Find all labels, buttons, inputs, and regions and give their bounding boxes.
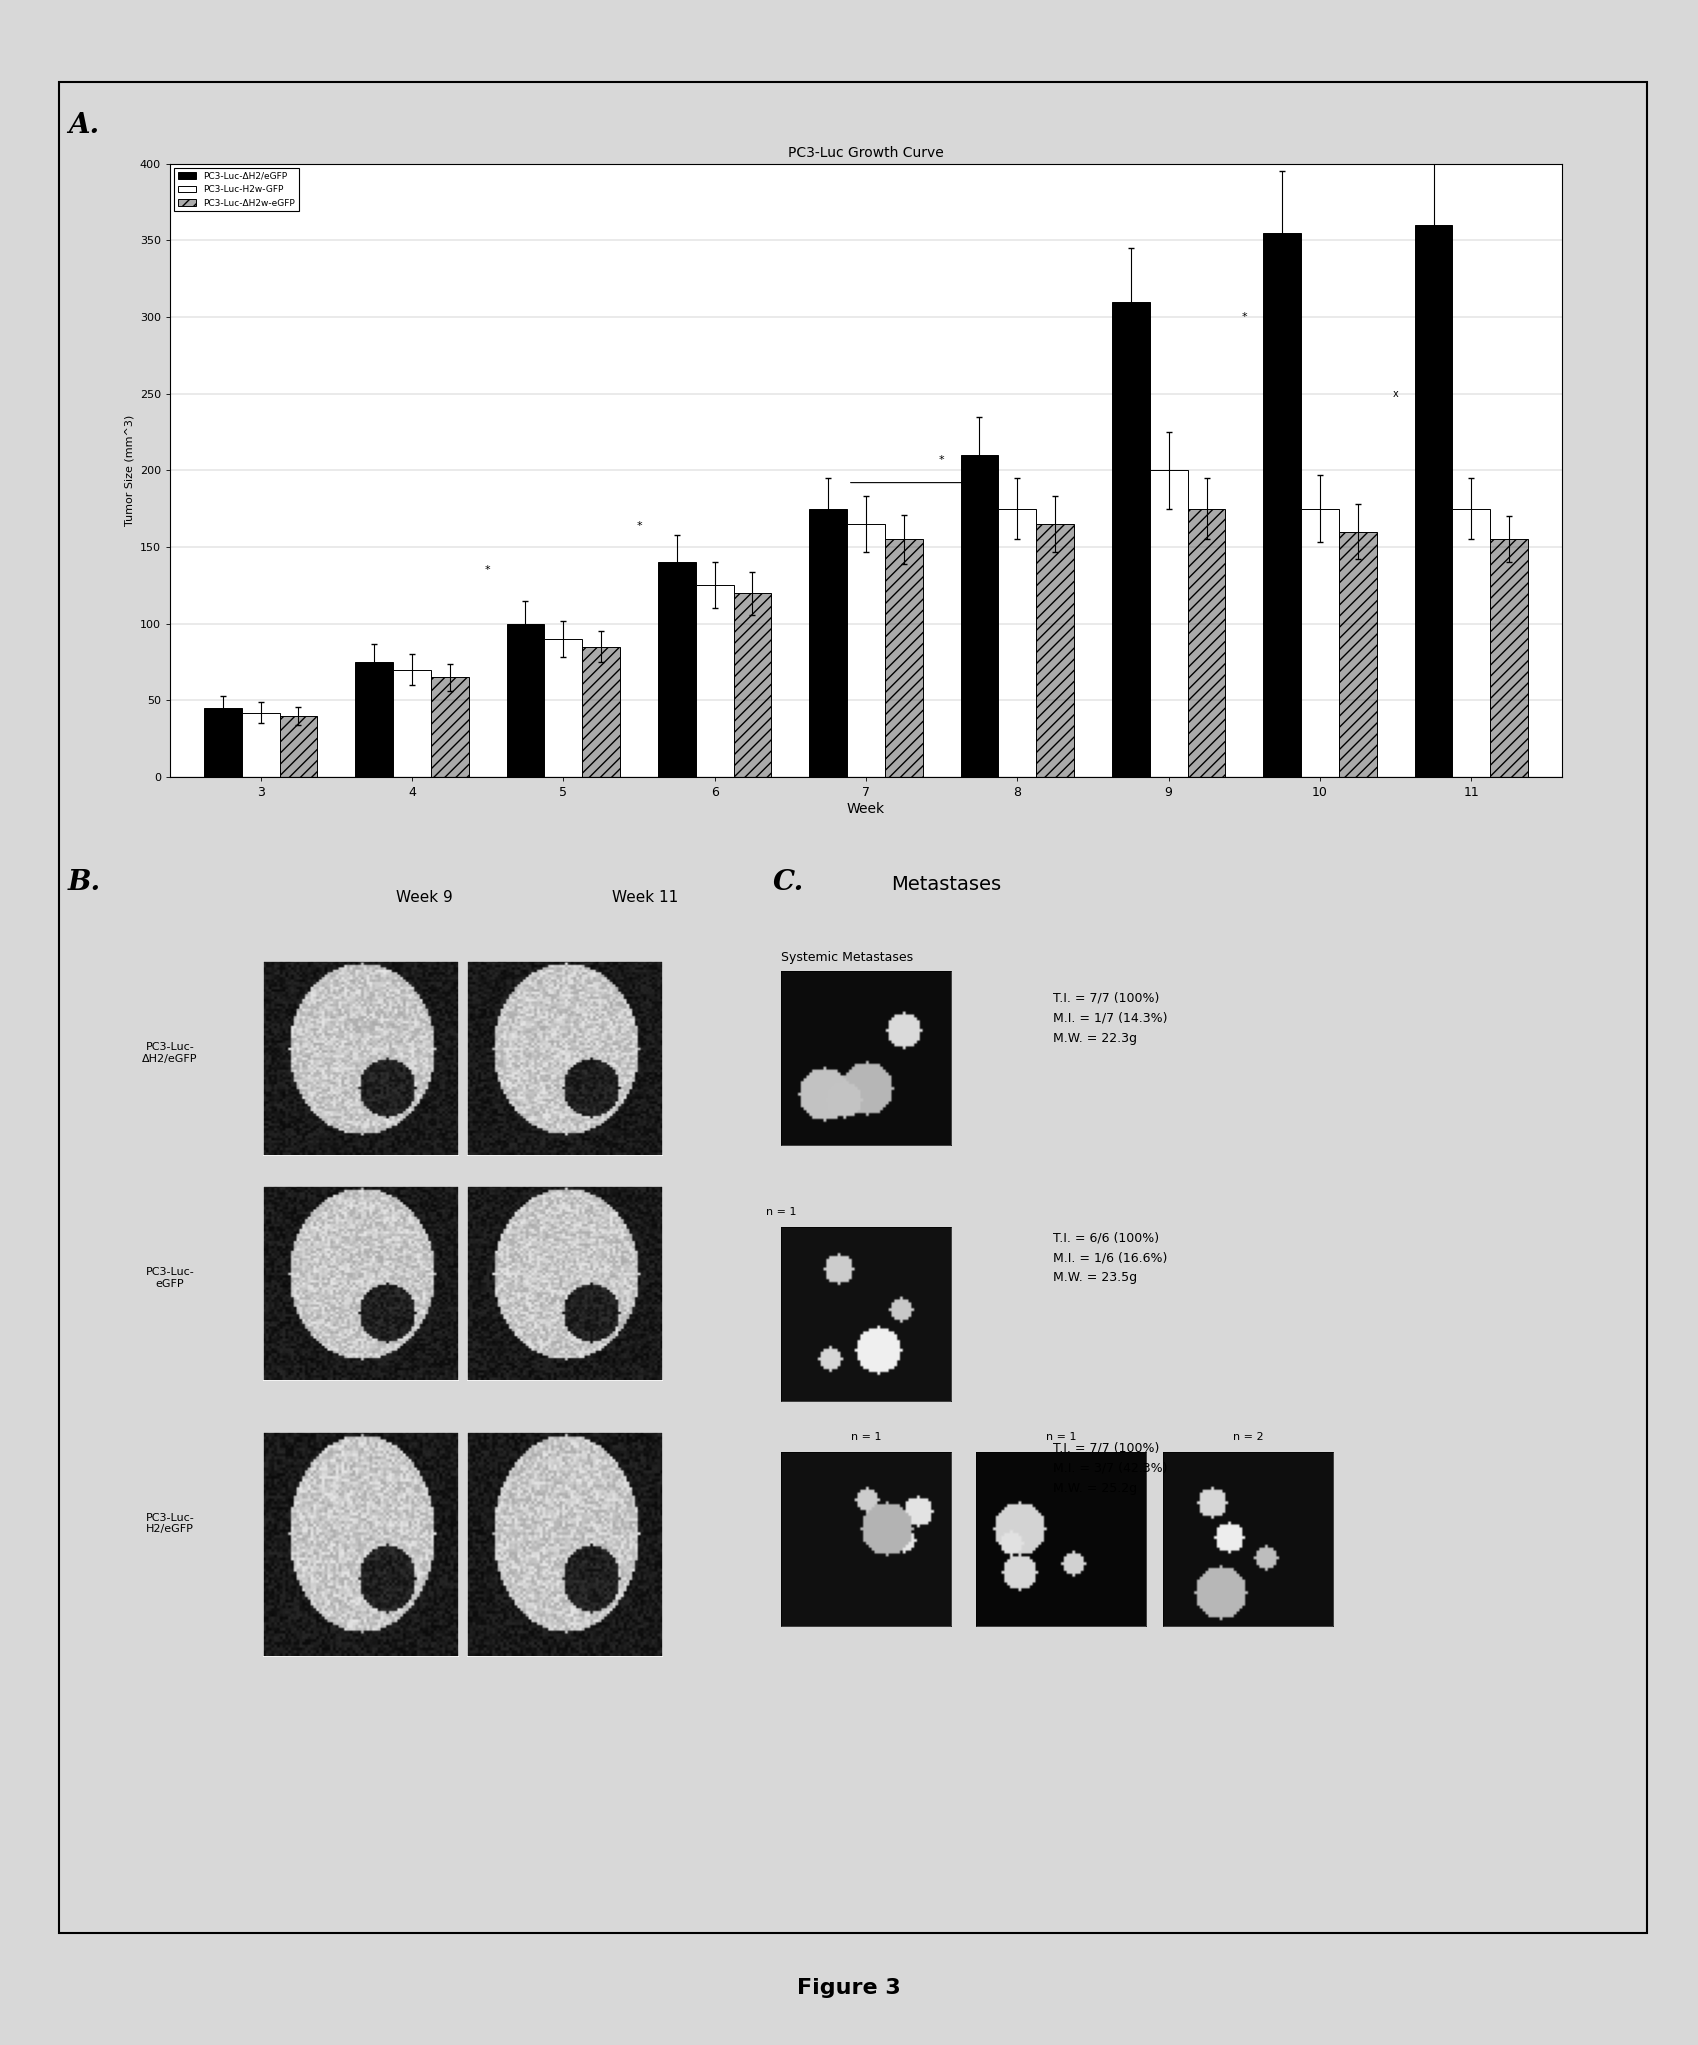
Text: T.I. = 6/6 (100%)
M.I. = 1/6 (16.6%)
M.W. = 23.5g: T.I. = 6/6 (100%) M.I. = 1/6 (16.6%) M.W…	[1053, 1231, 1167, 1284]
Bar	[204, 708, 241, 777]
Bar	[1491, 540, 1528, 777]
Bar	[355, 663, 392, 777]
Text: Systemic Metastases: Systemic Metastases	[781, 951, 914, 963]
Text: *: *	[1241, 313, 1246, 321]
Bar	[506, 624, 545, 777]
Text: n = 2: n = 2	[1233, 1432, 1263, 1442]
Y-axis label: Tumor Size (mm^3): Tumor Size (mm^3)	[124, 415, 134, 526]
Text: T.I. = 7/7 (100%)
M.I. = 1/7 (14.3%)
M.W. = 22.3g: T.I. = 7/7 (100%) M.I. = 1/7 (14.3%) M.W…	[1053, 992, 1167, 1045]
Bar	[1187, 509, 1226, 777]
Bar	[545, 640, 582, 777]
Bar	[657, 562, 696, 777]
Text: PC3-Luc-
eGFP: PC3-Luc- eGFP	[146, 1268, 194, 1288]
Bar	[885, 540, 922, 777]
Title: PC3-Luc Growth Curve: PC3-Luc Growth Curve	[788, 145, 944, 160]
Text: Figure 3: Figure 3	[796, 1978, 902, 1998]
Bar	[582, 646, 620, 777]
Text: PC3-Luc-
H2/eGFP: PC3-Luc- H2/eGFP	[146, 1513, 194, 1534]
X-axis label: Week: Week	[847, 802, 885, 816]
Bar	[961, 456, 998, 777]
Text: B.: B.	[68, 869, 102, 896]
Bar	[998, 509, 1036, 777]
Text: n = 1: n = 1	[766, 1207, 796, 1217]
Bar	[1301, 509, 1340, 777]
Bar	[1452, 509, 1491, 777]
Bar	[1036, 524, 1075, 777]
Text: n = 1: n = 1	[851, 1432, 881, 1442]
Legend: PC3-Luc-ΔH2/eGFP, PC3-Luc-H2w-GFP, PC3-Luc-ΔH2w-eGFP: PC3-Luc-ΔH2/eGFP, PC3-Luc-H2w-GFP, PC3-L…	[175, 168, 299, 211]
Text: Metastases: Metastases	[891, 875, 1002, 894]
Bar	[241, 714, 280, 777]
Bar	[1414, 225, 1452, 777]
Text: A.: A.	[68, 112, 98, 139]
Bar	[1112, 303, 1150, 777]
Text: Week 9: Week 9	[396, 890, 453, 904]
Bar	[1150, 470, 1187, 777]
Text: n = 1: n = 1	[1046, 1432, 1077, 1442]
Bar	[1263, 233, 1301, 777]
Bar	[431, 677, 469, 777]
Text: *: *	[486, 564, 491, 575]
Bar	[392, 671, 431, 777]
Text: PC3-Luc-
ΔH2/eGFP: PC3-Luc- ΔH2/eGFP	[143, 1043, 197, 1063]
Text: x: x	[1392, 389, 1399, 399]
Text: *: *	[637, 521, 642, 530]
Bar	[696, 585, 734, 777]
Bar	[810, 509, 847, 777]
Text: C.: C.	[773, 869, 803, 896]
Bar	[734, 593, 771, 777]
Text: T.I. = 7/7 (100%)
M.I. = 3/7 (42.3%)
M.W. = 25.2g: T.I. = 7/7 (100%) M.I. = 3/7 (42.3%) M.W…	[1053, 1442, 1167, 1495]
Text: Week 11: Week 11	[611, 890, 679, 904]
Text: *: *	[939, 454, 944, 464]
Bar	[280, 716, 318, 777]
Bar	[847, 524, 885, 777]
Bar	[1340, 532, 1377, 777]
